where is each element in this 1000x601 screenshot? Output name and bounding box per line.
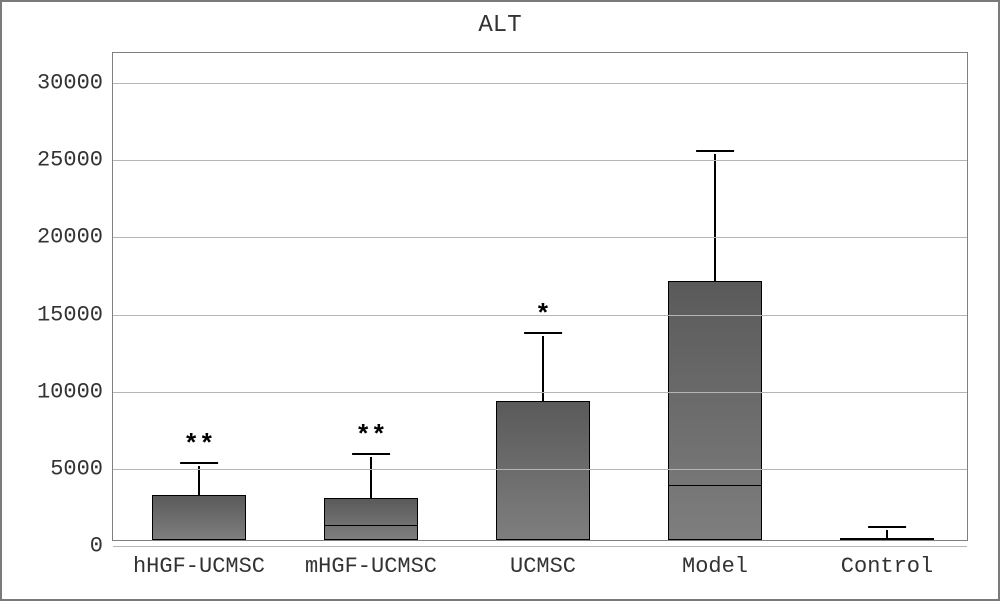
bar bbox=[152, 495, 247, 540]
plot-inner: ***** 050001000015000200002500030000hHGF… bbox=[113, 83, 967, 540]
error-bar-cap bbox=[180, 462, 218, 464]
y-tick-label: 5000 bbox=[50, 456, 113, 481]
bars-layer: ***** bbox=[113, 83, 967, 540]
bar bbox=[668, 281, 763, 540]
y-tick-label: 25000 bbox=[37, 148, 113, 173]
gridline bbox=[113, 83, 967, 84]
bar-group: ** bbox=[324, 77, 419, 540]
error-bar-cap bbox=[696, 150, 734, 152]
error-bar-line bbox=[370, 457, 372, 499]
bar-group bbox=[668, 77, 763, 540]
gridline bbox=[113, 392, 967, 393]
y-tick-label: 30000 bbox=[37, 71, 113, 96]
y-tick-label: 20000 bbox=[37, 225, 113, 250]
bar bbox=[496, 401, 591, 540]
x-tick-label: UCMSC bbox=[510, 540, 576, 579]
gridline bbox=[113, 237, 967, 238]
error-bar-line bbox=[886, 530, 888, 538]
error-bar-cap bbox=[352, 453, 390, 455]
x-tick-label: hHGF-UCMSC bbox=[133, 540, 265, 579]
error-bar-line bbox=[714, 154, 716, 281]
y-tick-label: 10000 bbox=[37, 379, 113, 404]
gridline bbox=[113, 469, 967, 470]
bar-segment-divider bbox=[325, 525, 418, 539]
gridline bbox=[113, 315, 967, 316]
bar-group: ** bbox=[152, 77, 247, 540]
gridline bbox=[113, 160, 967, 161]
y-tick-label: 0 bbox=[90, 534, 113, 559]
error-bar-line bbox=[198, 466, 200, 495]
plot-area: ***** 050001000015000200002500030000hHGF… bbox=[112, 52, 968, 541]
bar-group: * bbox=[496, 77, 591, 540]
bar bbox=[324, 498, 419, 540]
error-bar-cap bbox=[868, 526, 906, 528]
significance-label: ** bbox=[183, 430, 214, 460]
bar-group bbox=[840, 77, 935, 540]
x-tick-label: Model bbox=[682, 540, 748, 579]
chart-container: ALT ***** 050001000015000200002500030000… bbox=[0, 0, 1000, 601]
x-tick-label: Control bbox=[841, 540, 933, 579]
error-bar-cap bbox=[524, 332, 562, 334]
significance-label: ** bbox=[355, 421, 386, 451]
y-tick-label: 15000 bbox=[37, 302, 113, 327]
chart-title: ALT bbox=[2, 12, 998, 39]
x-tick-label: mHGF-UCMSC bbox=[305, 540, 437, 579]
bar-segment-divider bbox=[669, 485, 762, 539]
